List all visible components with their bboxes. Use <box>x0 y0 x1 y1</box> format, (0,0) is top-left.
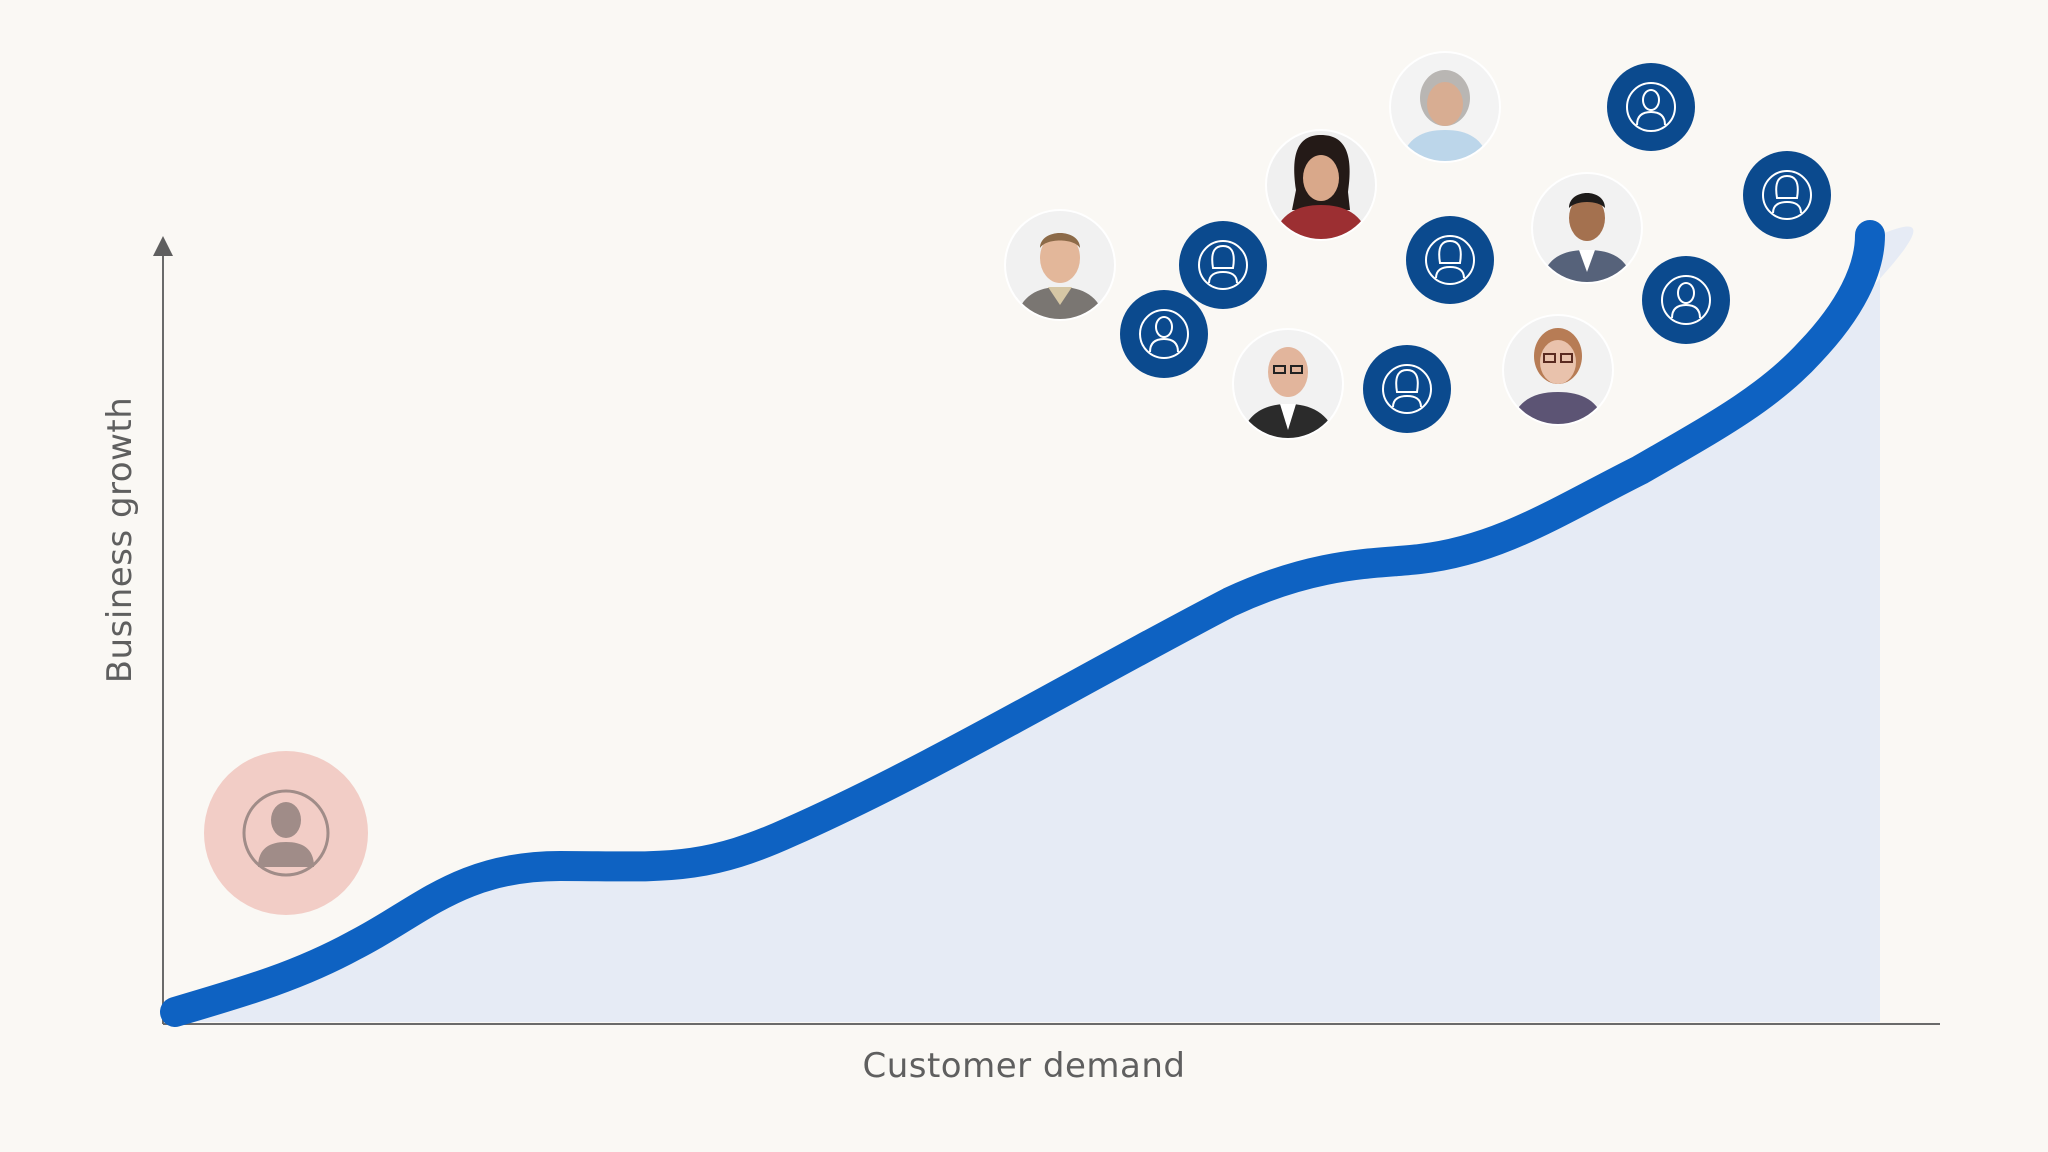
customer-icon-woman-1 <box>1179 221 1267 309</box>
customer-icon-woman-3 <box>1406 216 1494 304</box>
person-icon <box>1671 282 1701 319</box>
bald-man-photo-avatar <box>1232 328 1344 440</box>
person-icon <box>1149 316 1179 353</box>
first-customer-badge <box>204 751 368 915</box>
woman-icon <box>1208 244 1238 284</box>
person-icon <box>1636 89 1666 126</box>
customer-icon-woman-4 <box>1743 151 1831 239</box>
person-icon <box>258 802 314 867</box>
customer-icon-woman-2 <box>1363 345 1451 433</box>
growth-area <box>175 226 1914 1022</box>
x-axis-label: Customer demand <box>862 1046 1186 1086</box>
woman-icon <box>1435 239 1465 279</box>
customer-icon-person-2 <box>1607 63 1695 151</box>
elderly-woman-photo-avatar <box>1389 51 1501 163</box>
customer-icon-person-3 <box>1642 256 1730 344</box>
growth-curve <box>160 220 1885 1027</box>
y-axis-label: Business growth <box>100 396 140 684</box>
young-man-photo-avatar <box>1531 172 1643 284</box>
woman-glasses-photo-avatar <box>1502 314 1614 426</box>
woman-photo-avatar <box>1265 129 1377 241</box>
woman-icon <box>1772 174 1802 214</box>
man-photo-avatar <box>1004 209 1116 321</box>
x-axis-label-wrap: Customer demand <box>0 1046 2048 1086</box>
y-axis-arrowhead <box>153 236 173 256</box>
woman-icon <box>1392 368 1422 408</box>
customer-icon-person-1 <box>1120 290 1208 378</box>
